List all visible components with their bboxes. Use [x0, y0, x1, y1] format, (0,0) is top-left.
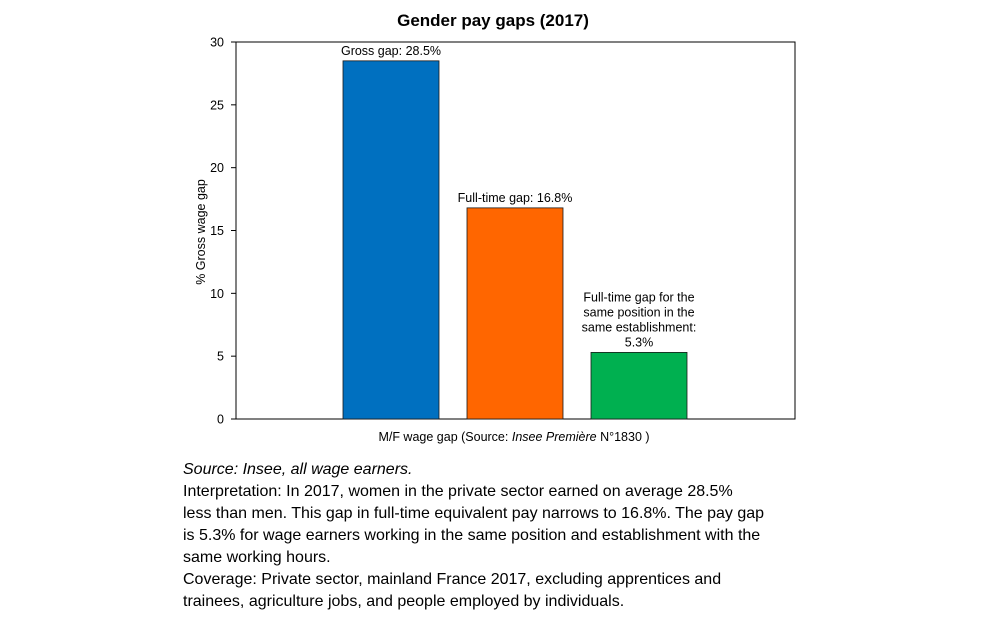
- y-tick-label: 25: [210, 98, 224, 112]
- interpretation-note: Interpretation: In 2017, women in the pr…: [183, 481, 823, 569]
- bar: [466, 207, 564, 420]
- bar-labels-group: Gross gap: 28.5% Full-time gap: 16.8% Full…: [341, 44, 696, 350]
- chart-notes: Source: Insee, all wage earners. Interpr…: [183, 459, 823, 613]
- coverage-line: Coverage: Private sector, mainland Franc…: [183, 571, 722, 588]
- interpretation-line: less than men. This gap in full-time equ…: [183, 505, 765, 522]
- bar-chart: Gender pay gaps (2017) 0 5 10 15 20 25 30 % Gr…: [194, 11, 796, 444]
- coverage-line: trainees, agriculture jobs, and people e…: [183, 593, 625, 610]
- bar-data-label: same establishment:: [582, 320, 697, 334]
- bar-data-label: 5.3%: [625, 335, 654, 349]
- x-axis-label-suffix: N°1830 ): [597, 430, 650, 444]
- y-axis: 0 5 10 15 20 25 30: [210, 36, 236, 427]
- y-axis-label: % Gross wage gap: [194, 179, 208, 285]
- bar: [342, 60, 440, 420]
- interpretation-line: is 5.3% for wage earners working in the …: [183, 527, 761, 544]
- bar-data-label: Gross gap: 28.5%: [341, 44, 441, 58]
- chart-title: Gender pay gaps (2017): [397, 11, 589, 30]
- x-axis-label: M/F wage gap (Source: Insee Première N°1…: [378, 430, 649, 444]
- y-tick-label: 20: [210, 161, 224, 175]
- bar-data-label: Full-time gap: 16.8%: [458, 191, 573, 205]
- x-axis-label-prefix: M/F wage gap (Source:: [378, 430, 511, 444]
- y-tick-label: 15: [210, 224, 224, 238]
- x-axis-label-source: Insee Première: [512, 430, 597, 444]
- y-tick-label: 5: [217, 350, 224, 364]
- bar: [590, 351, 688, 420]
- y-tick-label: 10: [210, 287, 224, 301]
- bar-data-label: same position in the: [583, 305, 694, 319]
- bar-data-label: Full-time gap for the: [583, 290, 694, 304]
- bars-group: [342, 60, 688, 420]
- y-tick-label: 30: [210, 36, 224, 50]
- interpretation-line: same working hours.: [183, 549, 331, 566]
- y-tick-label: 0: [217, 413, 224, 427]
- source-note: Source: Insee, all wage earners.: [183, 461, 413, 478]
- interpretation-line: Interpretation: In 2017, women in the pr…: [183, 483, 733, 500]
- coverage-note: Coverage: Private sector, mainland Franc…: [183, 569, 823, 613]
